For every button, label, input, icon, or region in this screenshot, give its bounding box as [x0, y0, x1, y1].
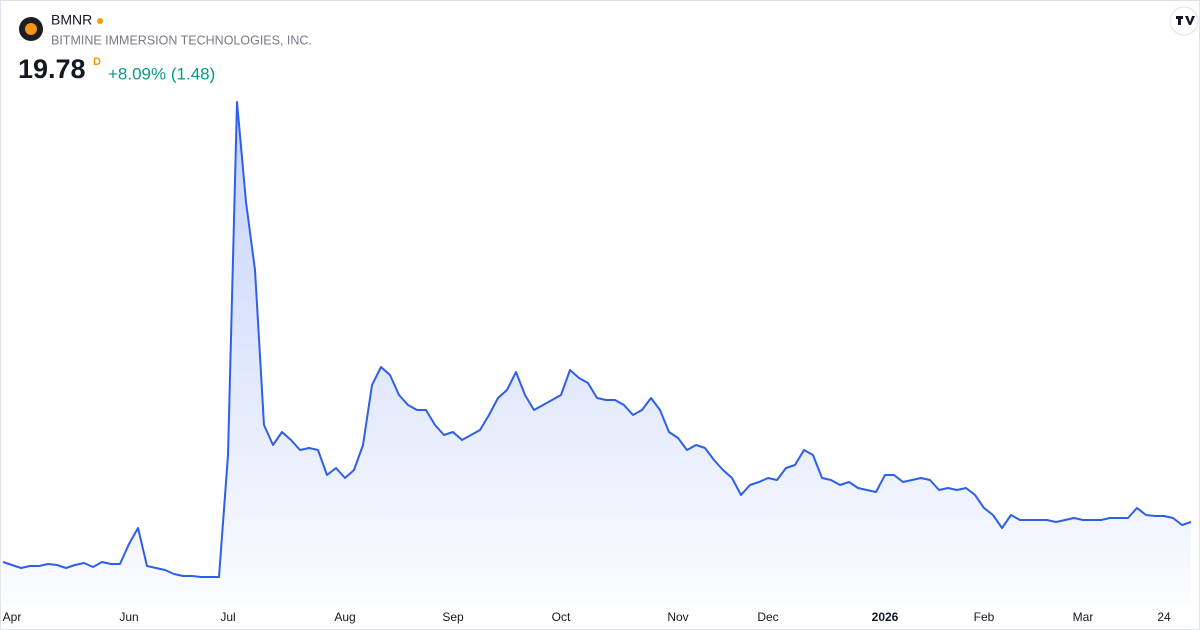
x-tick-label: 2026	[872, 610, 899, 624]
x-tick-label: 24	[1157, 610, 1171, 624]
x-tick-label: Dec	[757, 610, 778, 624]
x-tick-label: Nov	[667, 610, 688, 624]
area	[3, 102, 1191, 605]
x-tick-label: Sep	[442, 610, 464, 624]
status-dot	[97, 18, 103, 24]
x-tick-label: Apr	[3, 610, 22, 624]
x-tick-label: Feb	[974, 610, 995, 624]
x-tick-label: Oct	[552, 610, 571, 624]
price-line	[2, 101, 1192, 578]
x-tick-label: Jul	[220, 610, 235, 624]
price: 19.78	[18, 54, 86, 84]
symbol: BMNR	[51, 12, 92, 28]
change: +8.09% (1.48)	[108, 64, 215, 83]
interval: D	[93, 56, 101, 68]
x-tick-label: Aug	[334, 610, 355, 624]
logo-inner	[25, 23, 37, 35]
tv-logo	[1169, 6, 1199, 36]
x-tick-label: Mar	[1073, 610, 1094, 624]
company: BITMINE IMMERSION TECHNOLOGIES, INC.	[51, 33, 312, 47]
x-tick-label: Jun	[119, 610, 138, 624]
